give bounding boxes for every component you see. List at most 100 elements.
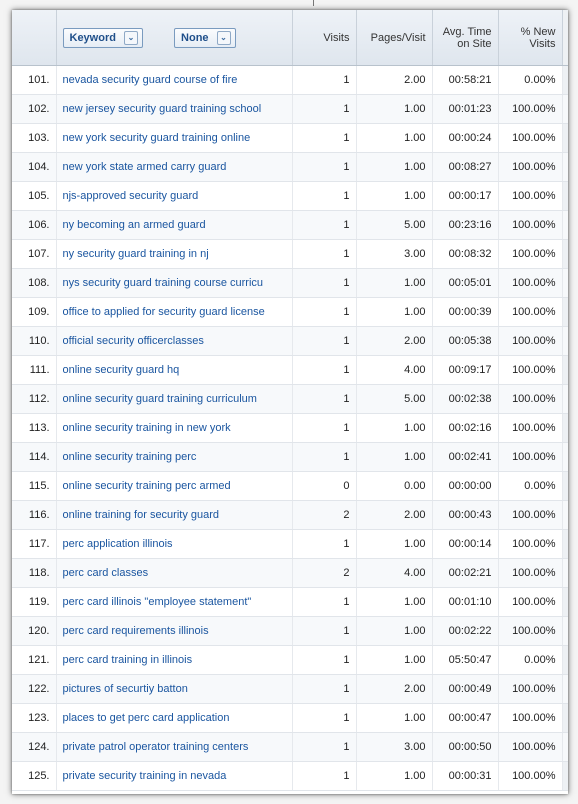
row-index: 125.	[12, 761, 57, 791]
avg-time-value: 00:02:41	[432, 442, 499, 472]
table-row: 118. perc card classes 2 4.00 00:02:21 100.00…	[12, 558, 568, 588]
cutoff-cell	[562, 152, 568, 182]
cutoff-cell	[562, 210, 568, 240]
cutoff-cell	[562, 674, 568, 704]
keyword-link[interactable]: online security training perc armed	[62, 480, 231, 492]
keyword-link[interactable]: online security training in new york	[62, 422, 231, 434]
keyword-link[interactable]: perc card requirements illinois	[62, 625, 209, 637]
keyword-cell: private patrol operator training centers	[56, 732, 293, 762]
row-index: 119.	[12, 587, 57, 617]
keyword-cell: online security training perc	[56, 442, 293, 472]
visits-value: 2	[292, 500, 357, 530]
visits-value: 1	[292, 152, 357, 182]
avg-time-value: 00:00:24	[432, 123, 499, 153]
keyword-link[interactable]: new york security guard training online	[62, 132, 251, 144]
cutoff-cell	[562, 471, 568, 501]
visits-value: 1	[292, 761, 357, 791]
pages-per-visit-value: 5.00	[356, 384, 433, 414]
visits-value: 1	[292, 703, 357, 733]
pages-per-visit-value: 1.00	[356, 703, 433, 733]
chevron-down-icon: ⌄	[123, 30, 138, 45]
new-visits-value: 100.00%	[498, 210, 563, 240]
keyword-cell: new york state armed carry guard	[56, 152, 293, 182]
avg-time-value: 00:09:17	[432, 355, 499, 385]
row-index: 118.	[12, 558, 57, 588]
new-visits-value: 0.00%	[498, 65, 563, 95]
keyword-link[interactable]: online security guard hq	[62, 364, 180, 376]
column-header-avg-time[interactable]: Avg. Time on Site	[432, 10, 499, 66]
pages-per-visit-value: 3.00	[356, 239, 433, 269]
row-index: 120.	[12, 616, 57, 646]
avg-time-value: 00:02:21	[432, 558, 499, 588]
new-visits-value: 100.00%	[498, 674, 563, 704]
keyword-link[interactable]: perc card classes	[62, 567, 149, 579]
table-row: 123. places to get perc card application 1…	[12, 703, 568, 733]
keyword-link[interactable]: nevada security guard course of fire	[62, 74, 238, 86]
row-index: 121.	[12, 645, 57, 675]
row-index: 112.	[12, 384, 57, 414]
cutoff-cell	[562, 500, 568, 530]
keyword-link[interactable]: ny becoming an armed guard	[62, 219, 206, 231]
keyword-link[interactable]: ny security guard training in nj	[62, 248, 209, 260]
avg-time-value: 00:00:14	[432, 529, 499, 559]
avg-time-value: 00:05:38	[432, 326, 499, 356]
new-visits-value: 100.00%	[498, 732, 563, 762]
keyword-cell: nevada security guard course of fire	[56, 65, 293, 95]
cutoff-cell	[562, 616, 568, 646]
secondary-dimension-selector[interactable]: None ⌄	[174, 27, 236, 48]
primary-dimension-selector[interactable]: Keyword ⌄	[62, 27, 143, 48]
column-header-new-visits[interactable]: % New Visits	[498, 10, 563, 66]
keyword-link[interactable]: private patrol operator training centers	[62, 741, 249, 753]
keyword-link[interactable]: online security training perc	[62, 451, 197, 463]
avg-time-value: 00:08:32	[432, 239, 499, 269]
report-table-frame: Keyword ⌄ None ⌄ Visits Pages/Visit Avg.…	[12, 10, 568, 794]
new-visits-value: 100.00%	[498, 123, 563, 153]
keyword-cell: official security officerclasses	[56, 326, 293, 356]
cutoff-cell	[562, 297, 568, 327]
row-index: 114.	[12, 442, 57, 472]
keyword-link[interactable]: official security officerclasses	[62, 335, 204, 347]
avg-time-value: 05:50:47	[432, 645, 499, 675]
keyword-link[interactable]: perc card training in illinois	[62, 654, 193, 666]
pages-per-visit-value: 1.00	[356, 645, 433, 675]
avg-time-value: 00:00:00	[432, 471, 499, 501]
keyword-link[interactable]: online security guard training curriculu…	[62, 393, 257, 405]
avg-time-value: 00:00:49	[432, 674, 499, 704]
column-header-visits[interactable]: Visits	[292, 10, 357, 66]
cutoff-cell	[562, 384, 568, 414]
row-index: 104.	[12, 152, 57, 182]
column-header-pages-visit[interactable]: Pages/Visit	[356, 10, 433, 66]
row-index: 124.	[12, 732, 57, 762]
keyword-link[interactable]: office to applied for security guard lic…	[62, 306, 265, 318]
new-visits-value: 100.00%	[498, 703, 563, 733]
keyword-cell: office to applied for security guard lic…	[56, 297, 293, 327]
table-row: 107. ny security guard training in nj 1 3.0…	[12, 239, 568, 269]
keyword-link[interactable]: online training for security guard	[62, 509, 220, 521]
keyword-link[interactable]: perc application illinois	[62, 538, 173, 550]
pages-per-visit-value: 0.00	[356, 471, 433, 501]
avg-time-value: 00:00:39	[432, 297, 499, 327]
pages-per-visit-value: 1.00	[356, 413, 433, 443]
pages-per-visit-value: 1.00	[356, 297, 433, 327]
keyword-link[interactable]: new york state armed carry guard	[62, 161, 227, 173]
secondary-dimension-label: None	[181, 31, 209, 44]
keyword-link[interactable]: pictures of securtiy batton	[62, 683, 188, 695]
keyword-link[interactable]: nys security guard training course curri…	[62, 277, 264, 289]
keyword-cell: places to get perc card application	[56, 703, 293, 733]
avg-time-value: 00:00:50	[432, 732, 499, 762]
keyword-link[interactable]: njs-approved security guard	[62, 190, 199, 202]
visits-value: 1	[292, 355, 357, 385]
new-visits-value: 100.00%	[498, 587, 563, 617]
keyword-cell: new jersey security guard training schoo…	[56, 94, 293, 124]
pages-per-visit-value: 4.00	[356, 558, 433, 588]
keyword-link[interactable]: new jersey security guard training schoo…	[62, 103, 262, 115]
row-index: 101.	[12, 65, 57, 95]
row-index: 105.	[12, 181, 57, 211]
keyword-link[interactable]: places to get perc card application	[62, 712, 230, 724]
pages-per-visit-value: 1.00	[356, 181, 433, 211]
keyword-link[interactable]: private security training in nevada	[62, 770, 227, 782]
new-visits-value: 100.00%	[498, 239, 563, 269]
table-row: 120. perc card requirements illinois 1 1.00…	[12, 616, 568, 646]
keyword-cell: new york security guard training online	[56, 123, 293, 153]
keyword-link[interactable]: perc card illinois "employee statement"	[62, 596, 252, 608]
